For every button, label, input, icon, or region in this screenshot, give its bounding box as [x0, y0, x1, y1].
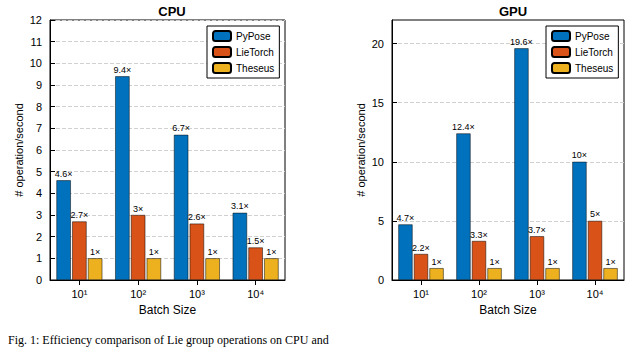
- svg-text:2.2×: 2.2×: [412, 243, 430, 253]
- svg-text:Batch Size: Batch Size: [479, 303, 537, 317]
- svg-text:2.7×: 2.7×: [70, 210, 88, 220]
- svg-text:# operation/second: # operation/second: [13, 103, 25, 197]
- svg-text:10: 10: [372, 156, 384, 168]
- svg-text:10⁴: 10⁴: [587, 288, 604, 300]
- svg-text:4.6×: 4.6×: [55, 169, 73, 179]
- svg-text:1×: 1×: [431, 257, 441, 267]
- svg-text:1×: 1×: [207, 247, 217, 257]
- svg-text:5: 5: [378, 215, 384, 227]
- svg-text:Theseus: Theseus: [575, 63, 613, 74]
- svg-text:10³: 10³: [189, 288, 205, 300]
- svg-text:1×: 1×: [489, 257, 499, 267]
- svg-text:7: 7: [36, 122, 42, 134]
- svg-text:10³: 10³: [529, 288, 545, 300]
- svg-text:3: 3: [36, 209, 42, 221]
- svg-text:Batch Size: Batch Size: [139, 303, 197, 317]
- svg-text:4: 4: [36, 187, 42, 199]
- html-text:Fig. 1: Efficiency comparison: Fig. 1: Efficiency comparison of Lie gro…: [8, 333, 329, 347]
- svg-text:# operation/second: # operation/second: [355, 103, 367, 197]
- svg-text:1.5×: 1.5×: [247, 236, 265, 246]
- svg-text:1×: 1×: [90, 247, 100, 257]
- svg-text:10⁴: 10⁴: [247, 288, 264, 300]
- svg-text:1×: 1×: [149, 247, 159, 257]
- svg-text:15: 15: [372, 97, 384, 109]
- svg-text:3.7×: 3.7×: [528, 225, 546, 235]
- svg-text:10: 10: [30, 57, 42, 69]
- svg-text:5×: 5×: [590, 209, 600, 219]
- svg-text:10¹: 10¹: [413, 288, 429, 300]
- svg-text:11: 11: [31, 36, 42, 48]
- svg-text:12.4×: 12.4×: [452, 122, 475, 132]
- svg-text:0: 0: [378, 274, 384, 286]
- svg-text:PyPose: PyPose: [236, 31, 271, 42]
- svg-text:1×: 1×: [266, 247, 276, 257]
- svg-text:5: 5: [36, 166, 42, 178]
- svg-text:9.4×: 9.4×: [113, 65, 131, 75]
- svg-text:3×: 3×: [133, 204, 143, 214]
- svg-text:9: 9: [36, 79, 42, 91]
- svg-text:19.6×: 19.6×: [510, 37, 533, 47]
- svg-text:2: 2: [36, 231, 42, 243]
- svg-text:4.7×: 4.7×: [397, 213, 415, 223]
- svg-text:1×: 1×: [547, 257, 557, 267]
- svg-text:Theseus: Theseus: [236, 63, 274, 74]
- svg-text:0: 0: [36, 274, 42, 286]
- svg-text:LieTorch: LieTorch: [236, 47, 274, 58]
- svg-text:12: 12: [30, 14, 42, 26]
- svg-text:20: 20: [372, 38, 384, 50]
- svg-text:10×: 10×: [572, 150, 587, 160]
- svg-text:8: 8: [36, 101, 42, 113]
- svg-text:GPU: GPU: [499, 4, 527, 19]
- svg-text:1: 1: [36, 252, 42, 264]
- svg-text:PyPose: PyPose: [575, 31, 610, 42]
- svg-text:CPU: CPU: [158, 4, 185, 19]
- svg-text:10¹: 10¹: [71, 288, 87, 300]
- svg-text:3.3×: 3.3×: [470, 230, 488, 240]
- svg-text:10²: 10²: [130, 288, 146, 300]
- svg-text:LieTorch: LieTorch: [575, 47, 613, 58]
- svg-text:6: 6: [36, 144, 42, 156]
- svg-text:6.7×: 6.7×: [172, 123, 190, 133]
- svg-text:2.6×: 2.6×: [188, 212, 206, 222]
- svg-text:1×: 1×: [605, 257, 615, 267]
- svg-text:10²: 10²: [471, 288, 487, 300]
- svg-text:3.1×: 3.1×: [231, 201, 249, 211]
